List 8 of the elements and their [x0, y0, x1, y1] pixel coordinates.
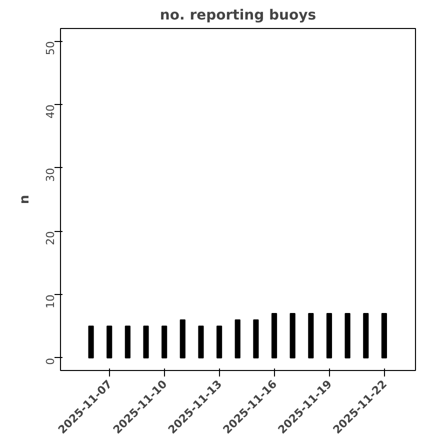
chart-title: no. reporting buoys — [160, 8, 316, 24]
y-tick-label: 30 — [44, 168, 57, 182]
y-tick-label: 50 — [44, 41, 57, 56]
y-tick-label: 0 — [44, 358, 57, 365]
y-tick-label: 10 — [44, 294, 57, 308]
y-tick-label: 40 — [44, 104, 57, 118]
y-axis-title: n — [18, 194, 32, 204]
y-tick-label: 20 — [44, 231, 57, 246]
